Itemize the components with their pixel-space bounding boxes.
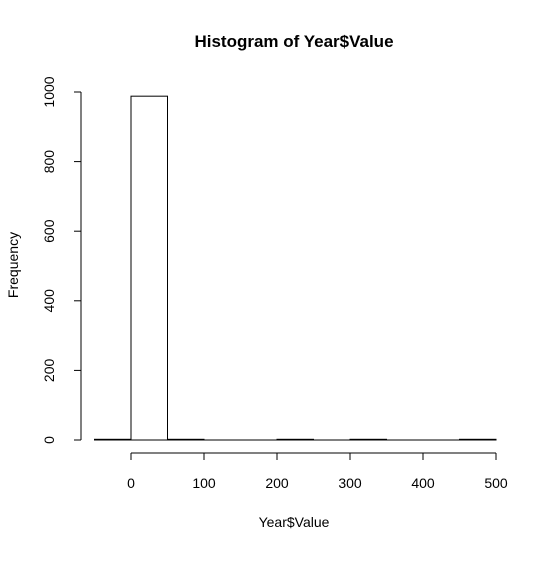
histogram-bar [167, 438, 205, 441]
histogram-bar [349, 438, 387, 441]
chart-title: Histogram of Year$Value [194, 32, 393, 51]
x-axis-label: Year$Value [259, 514, 330, 530]
y-tick-label: 1000 [41, 76, 57, 107]
y-tick-label: 0 [41, 436, 57, 444]
y-tick-label: 800 [41, 150, 57, 174]
x-tick-label: 200 [265, 475, 289, 491]
histogram-bars [94, 95, 497, 441]
x-tick-label: 0 [127, 475, 135, 491]
y-tick-label: 200 [41, 359, 57, 383]
histogram-bar [94, 438, 132, 441]
y-axis-label: Frequency [5, 232, 21, 298]
x-tick-label: 100 [192, 475, 216, 491]
x-tick-label: 500 [484, 475, 508, 491]
histogram-bar [276, 438, 314, 441]
x-tick-label: 400 [411, 475, 435, 491]
x-tick-label: 300 [338, 475, 362, 491]
histogram-bar [130, 95, 168, 441]
y-axis: 0 200 400 600 800 1000 [41, 76, 82, 444]
histogram-bar [459, 438, 497, 441]
y-tick-label: 600 [41, 219, 57, 243]
x-axis: 0 100 200 300 400 500 [127, 452, 508, 491]
y-tick-label: 400 [41, 289, 57, 313]
